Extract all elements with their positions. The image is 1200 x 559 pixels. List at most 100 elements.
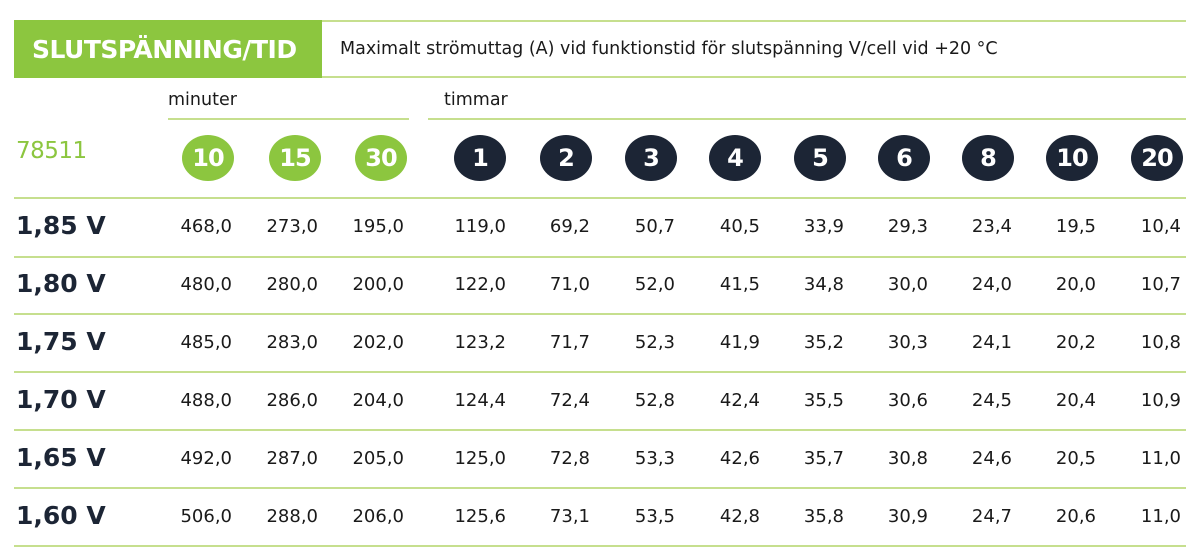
table-cell: 35,7 [803, 448, 844, 469]
column-badge-8-h: 8 [962, 135, 1014, 181]
table-cell: 122,0 [454, 274, 506, 295]
header-bar: SLUTSPÄNNING/TID Maximalt strömuttag (A)… [14, 20, 1186, 78]
table-cell: 10,4 [1140, 216, 1181, 237]
row-voltage-label: 1,80 V [16, 269, 106, 298]
table-cell: 30,9 [887, 506, 928, 527]
table-cell: 206,0 [352, 506, 404, 527]
table-cell: 52,8 [634, 390, 675, 411]
row-divider [14, 487, 1186, 489]
table-cell: 35,5 [803, 390, 844, 411]
table-cell: 24,6 [971, 448, 1012, 469]
table-cell: 72,8 [549, 448, 590, 469]
table-cell: 480,0 [180, 274, 232, 295]
column-badge-5-h: 5 [794, 135, 846, 181]
table-cell: 30,8 [887, 448, 928, 469]
table-cell: 205,0 [352, 448, 404, 469]
table-cell: 506,0 [180, 506, 232, 527]
table-cell: 19,5 [1055, 216, 1096, 237]
minutes-group-label: minuter [168, 90, 237, 110]
table-cell: 24,1 [971, 332, 1012, 353]
row-divider [14, 313, 1186, 315]
table-cell: 10,7 [1140, 274, 1181, 295]
row-divider [14, 429, 1186, 431]
table-cell: 29,3 [887, 216, 928, 237]
table-cell: 124,4 [454, 390, 506, 411]
table-cell: 35,2 [803, 332, 844, 353]
column-badge-2-h: 2 [540, 135, 592, 181]
column-badge-6-h: 6 [878, 135, 930, 181]
table-cell: 30,6 [887, 390, 928, 411]
table-cell: 273,0 [266, 216, 318, 237]
table-cell: 41,9 [719, 332, 760, 353]
table-cell: 20,0 [1055, 274, 1096, 295]
column-badge-1-h: 1 [454, 135, 506, 181]
page-subtitle: Maximalt strömuttag (A) vid funktionstid… [340, 39, 998, 59]
table-cell: 50,7 [634, 216, 675, 237]
table-cell: 488,0 [180, 390, 232, 411]
table-cell: 42,4 [719, 390, 760, 411]
table-cell: 23,4 [971, 216, 1012, 237]
model-number: 78511 [16, 138, 87, 164]
table-cell: 40,5 [719, 216, 760, 237]
table-cell: 41,5 [719, 274, 760, 295]
table-cell: 283,0 [266, 332, 318, 353]
table-cell: 24,0 [971, 274, 1012, 295]
table-cell: 20,2 [1055, 332, 1096, 353]
table-cell: 34,8 [803, 274, 844, 295]
table-cell: 10,9 [1140, 390, 1181, 411]
table-cell: 280,0 [266, 274, 318, 295]
column-badge-3-h: 3 [625, 135, 677, 181]
table-cell: 202,0 [352, 332, 404, 353]
table-cell: 492,0 [180, 448, 232, 469]
table-cell: 71,7 [549, 332, 590, 353]
table-cell: 468,0 [180, 216, 232, 237]
table-cell: 42,6 [719, 448, 760, 469]
table-cell: 125,6 [454, 506, 506, 527]
table-cell: 195,0 [352, 216, 404, 237]
table-cell: 30,0 [887, 274, 928, 295]
table-cell: 72,4 [549, 390, 590, 411]
row-divider [14, 197, 1186, 199]
column-badge-10-h: 10 [1046, 135, 1098, 181]
row-divider [14, 545, 1186, 547]
row-voltage-label: 1,85 V [16, 211, 106, 240]
table-cell: 286,0 [266, 390, 318, 411]
table-cell: 10,8 [1140, 332, 1181, 353]
table-cell: 71,0 [549, 274, 590, 295]
table-cell: 69,2 [549, 216, 590, 237]
table-cell: 24,7 [971, 506, 1012, 527]
column-badge-30-min: 30 [355, 135, 407, 181]
table-cell: 119,0 [454, 216, 506, 237]
row-voltage-label: 1,65 V [16, 443, 106, 472]
table-cell: 20,6 [1055, 506, 1096, 527]
table-cell: 485,0 [180, 332, 232, 353]
table-cell: 33,9 [803, 216, 844, 237]
row-voltage-label: 1,60 V [16, 501, 106, 530]
hours-group-rule [428, 118, 1186, 120]
table-cell: 52,3 [634, 332, 675, 353]
table-cell: 11,0 [1140, 506, 1181, 527]
row-divider [14, 256, 1186, 258]
table-cell: 287,0 [266, 448, 318, 469]
table-cell: 20,5 [1055, 448, 1096, 469]
column-badge-15-min: 15 [269, 135, 321, 181]
minutes-group-rule [168, 118, 409, 120]
table-cell: 125,0 [454, 448, 506, 469]
row-voltage-label: 1,75 V [16, 327, 106, 356]
table-cell: 53,3 [634, 448, 675, 469]
row-voltage-label: 1,70 V [16, 385, 106, 414]
hours-group-label: timmar [444, 90, 508, 110]
table-cell: 11,0 [1140, 448, 1181, 469]
table-cell: 204,0 [352, 390, 404, 411]
table-cell: 288,0 [266, 506, 318, 527]
table-cell: 200,0 [352, 274, 404, 295]
table-cell: 35,8 [803, 506, 844, 527]
row-divider [14, 371, 1186, 373]
column-badge-10-min: 10 [182, 135, 234, 181]
table-cell: 73,1 [549, 506, 590, 527]
table-cell: 53,5 [634, 506, 675, 527]
table-cell: 24,5 [971, 390, 1012, 411]
table-cell: 52,0 [634, 274, 675, 295]
column-badge-4-h: 4 [709, 135, 761, 181]
table-cell: 20,4 [1055, 390, 1096, 411]
